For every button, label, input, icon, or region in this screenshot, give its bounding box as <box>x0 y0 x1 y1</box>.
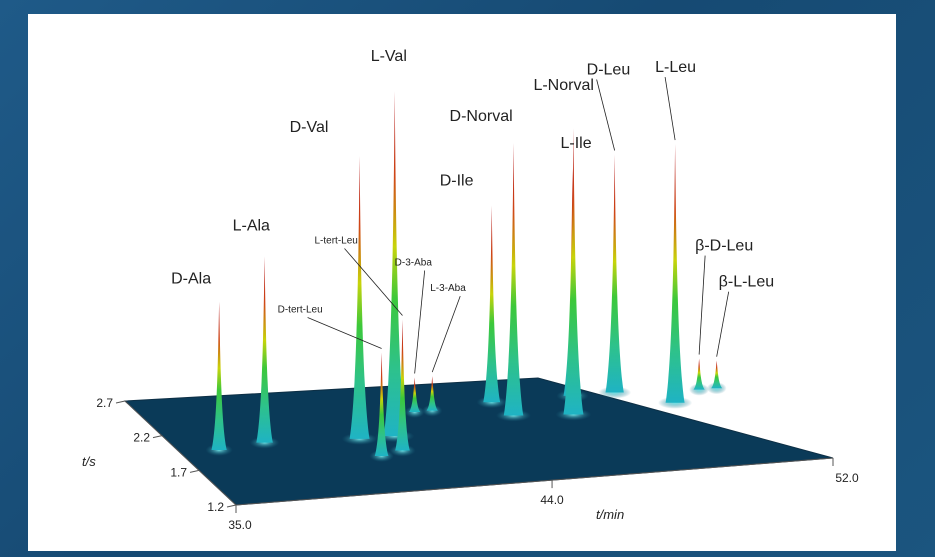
peak-leader-line <box>414 270 426 374</box>
peak-label: L-tert-Leu <box>314 235 357 246</box>
peak-label: D-3-Aba <box>395 258 433 269</box>
peak <box>503 142 524 416</box>
y-tick-mark <box>115 400 126 404</box>
y-tick-mark <box>152 435 163 439</box>
peak-leader-line <box>344 248 403 316</box>
peak <box>349 156 370 439</box>
peak-label: L-Ile <box>561 135 592 152</box>
peak <box>211 301 227 450</box>
peak <box>605 154 624 393</box>
x-axis-label: t/min <box>596 507 624 522</box>
peak <box>426 376 438 411</box>
peak-leader-line <box>716 291 730 357</box>
peak-label: D-Val <box>290 119 329 136</box>
peak-label: D-Leu <box>587 61 631 78</box>
gcxgc-3d-chart: 2.7 2.2 1.7 1.2 35.0 44.0 52.0 β-L-Leu β-D-Leu D… <box>82 48 859 532</box>
peak-label: D-Norval <box>450 108 513 125</box>
peak-label: D-Ile <box>440 173 474 190</box>
peak <box>409 377 421 413</box>
peak <box>665 144 685 403</box>
peak <box>374 352 389 456</box>
y-tick-mark <box>226 504 237 508</box>
y-tick-label: 2.7 <box>96 396 113 410</box>
x-tick-label: 35.0 <box>228 518 252 532</box>
y-axis-label: t/s <box>82 454 96 469</box>
peak-label: L-Ala <box>233 217 270 234</box>
peak-leader-line <box>431 295 461 373</box>
peak-label: L-Val <box>371 48 407 65</box>
peak-label: D-tert-Leu <box>278 304 323 315</box>
x-tick-label: 44.0 <box>540 493 564 507</box>
peak <box>383 91 406 437</box>
peak-label: D-Ala <box>171 271 211 288</box>
peak-leader-line <box>596 79 616 151</box>
peak <box>395 319 410 451</box>
y-tick-mark <box>189 469 200 473</box>
x-tick-label: 52.0 <box>835 471 859 485</box>
t2-axis <box>124 400 237 506</box>
t1-axis <box>235 457 834 506</box>
peak-label: β-L-Leu <box>719 274 774 291</box>
peak-label: L-3-Aba <box>430 283 466 294</box>
peak-label: L-Leu <box>655 59 696 76</box>
y-tick-label: 1.2 <box>207 500 224 514</box>
y-tick-label: 2.2 <box>133 431 150 445</box>
peak <box>563 128 584 415</box>
peak <box>256 256 273 443</box>
peak <box>693 358 705 390</box>
peak-leader-line <box>698 255 706 355</box>
chart-panel: 2.7 2.2 1.7 1.2 35.0 44.0 52.0 β-L-Leu β-D-Leu D… <box>28 14 896 551</box>
y-tick-label: 1.7 <box>170 465 187 479</box>
peak-leader-line <box>307 317 382 349</box>
peak-label: L-Norval <box>533 77 593 94</box>
peak <box>711 360 723 389</box>
peak-leader-line <box>664 76 676 141</box>
peak <box>483 205 501 403</box>
peak-label: β-D-Leu <box>695 238 753 255</box>
